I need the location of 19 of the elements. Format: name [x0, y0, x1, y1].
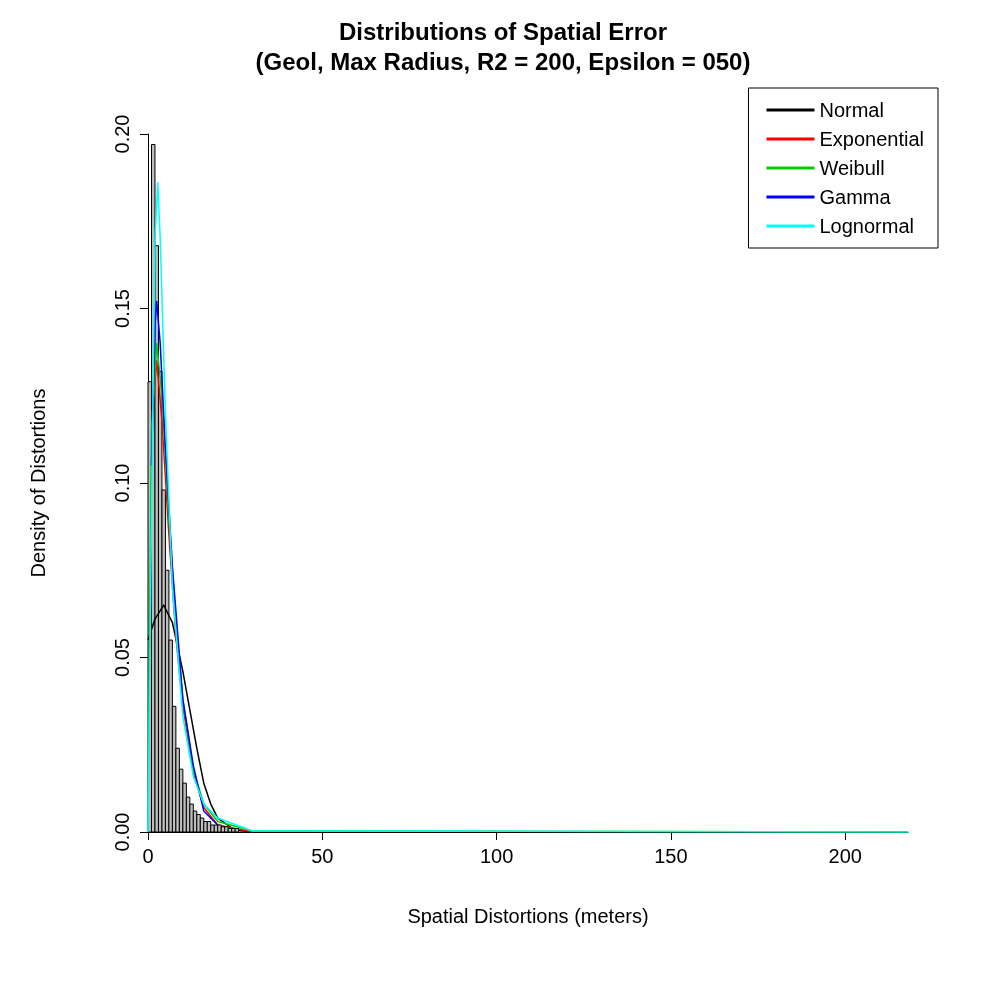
x-tick-label: 0 — [142, 845, 154, 867]
legend-label: Normal — [819, 99, 884, 121]
legend-label: Weibull — [819, 157, 885, 179]
legend-label: Gamma — [819, 186, 892, 208]
y-tick-label: 0.10 — [111, 463, 133, 503]
chart-subtitle: (Geol, Max Radius, R2 = 200, Epsilon = 050) — [255, 47, 751, 75]
y-tick-label: 0.05 — [111, 638, 133, 677]
y-tick-label: 0.00 — [111, 812, 133, 852]
legend-label: Exponential — [819, 128, 925, 150]
y-tick-label: 0.15 — [111, 289, 133, 328]
x-tick-label: 150 — [654, 845, 688, 867]
x-tick-label: 200 — [828, 845, 862, 867]
legend-label: Lognormal — [819, 215, 914, 237]
chart-title: Distributions of Spatial Error — [338, 17, 668, 45]
x-tick-label: 100 — [479, 845, 514, 867]
x-axis-title: Spatial Distortions (meters) — [407, 905, 649, 927]
y-tick-label: 0.20 — [111, 114, 133, 154]
x-tick-label: 50 — [311, 845, 334, 867]
y-axis-title: Density of Distortions — [27, 388, 49, 578]
